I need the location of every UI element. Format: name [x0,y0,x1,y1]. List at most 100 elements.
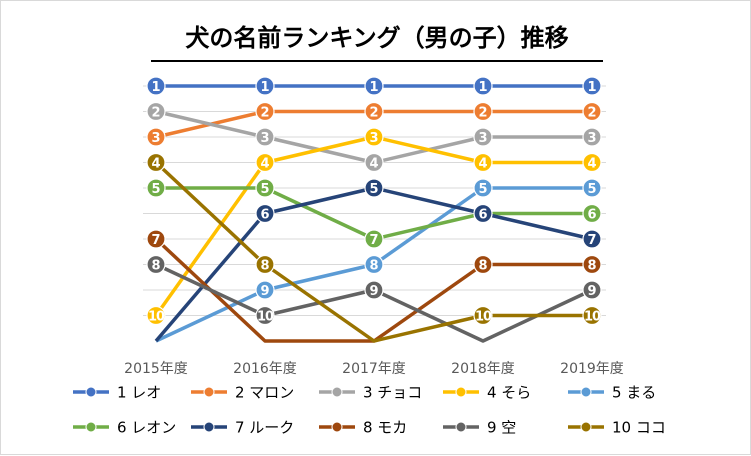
legend-marker [331,386,343,398]
legend-marker [331,421,343,433]
data-label: 1 [478,80,487,95]
legend-item: 4 そら [443,384,531,402]
data-point: 4 [364,152,384,173]
data-label: 5 [478,182,487,197]
data-label: 8 [260,258,269,273]
data-label: 4 [478,156,487,171]
data-label: 3 [587,131,596,146]
data-point: 6 [582,203,602,224]
data-point: 9 [255,280,275,300]
chart-title: 犬の名前ランキング（男の子）推移 [185,24,568,52]
data-point: 4 [255,152,275,173]
data-label: 10 [475,309,492,324]
data-label: 7 [369,233,378,248]
data-label: 7 [151,233,160,248]
data-label: 6 [260,207,269,222]
point-marker [473,152,493,173]
data-point: 1 [364,76,384,96]
point-marker [364,229,384,249]
legend-label: 2 マロン [235,384,294,402]
legend-marker [85,386,97,398]
point-marker [582,254,602,275]
legend-item: 5 まる [568,384,656,402]
legend-label: 6 レオン [117,419,176,437]
data-label: 4 [151,156,160,171]
point-marker [146,152,166,173]
data-point: 10 [255,305,275,326]
data-label: 9 [369,284,378,299]
data-label: 9 [260,284,269,299]
data-label: 3 [151,131,160,146]
legend-item: 9 空 [443,419,516,437]
point-marker [255,305,275,326]
point-marker [146,127,166,147]
legend-marker [85,421,97,433]
data-label: 2 [369,105,378,120]
data-label: 5 [587,182,596,197]
point-marker [364,152,384,173]
legend-label: 5 まる [612,384,656,402]
data-point: 10 [473,305,493,326]
point-marker [255,178,275,198]
data-point: 10 [582,305,602,326]
data-label: 6 [587,207,596,222]
point-marker [364,178,384,198]
legend-label: 7 ルーク [235,419,294,437]
data-label: 10 [257,309,274,324]
data-point: 2 [255,101,275,122]
point-marker [582,101,602,122]
point-marker [146,178,166,198]
point-marker [255,254,275,275]
x-axis-ticks: 2015年度 2016年度 2017年度 2018年度 2019年度 [124,361,624,377]
data-point: 3 [364,127,384,147]
legend-item: 1 レオ [73,384,161,402]
data-label: 4 [369,156,378,171]
data-label: 3 [260,131,269,146]
data-label: 8 [478,258,487,273]
data-point: 5 [146,178,166,198]
data-point: 7 [582,229,602,249]
point-marker [146,254,166,275]
point-marker [364,280,384,300]
point-marker [364,101,384,122]
legend-item: 3 チョコ [319,384,422,402]
data-label: 1 [369,80,378,95]
data-label: 8 [587,258,596,273]
data-point: 5 [255,178,275,198]
data-point: 4 [473,152,493,173]
x-tick-label: 2019年度 [560,361,624,377]
point-marker [582,127,602,147]
data-label: 1 [260,80,269,95]
data-point: 5 [582,178,602,198]
data-point: 8 [255,254,275,275]
data-label: 2 [478,105,487,120]
data-point: 8 [473,254,493,275]
data-point: 3 [582,127,602,147]
data-point: 4 [582,152,602,173]
point-marker [473,178,493,198]
legend-item: 7 ルーク [191,419,294,437]
point-marker [582,203,602,224]
data-point: 1 [146,76,166,96]
point-marker [255,203,275,224]
point-marker [473,101,493,122]
point-marker [364,76,384,96]
data-label: 8 [369,258,378,273]
data-label: 3 [478,131,487,146]
point-marker [473,254,493,275]
point-marker [146,229,166,249]
point-marker [364,127,384,147]
point-marker [582,76,602,96]
data-label: 4 [260,156,269,171]
legend-item: 2 マロン [191,384,294,402]
data-point: 9 [582,280,602,300]
point-marker [473,76,493,96]
markers-layer: 1111132222234331043449855557666567788810… [146,76,602,326]
data-label: 2 [151,105,160,120]
data-label: 10 [148,309,165,324]
data-point: 2 [364,101,384,122]
data-point: 6 [255,203,275,224]
point-marker [146,305,166,326]
